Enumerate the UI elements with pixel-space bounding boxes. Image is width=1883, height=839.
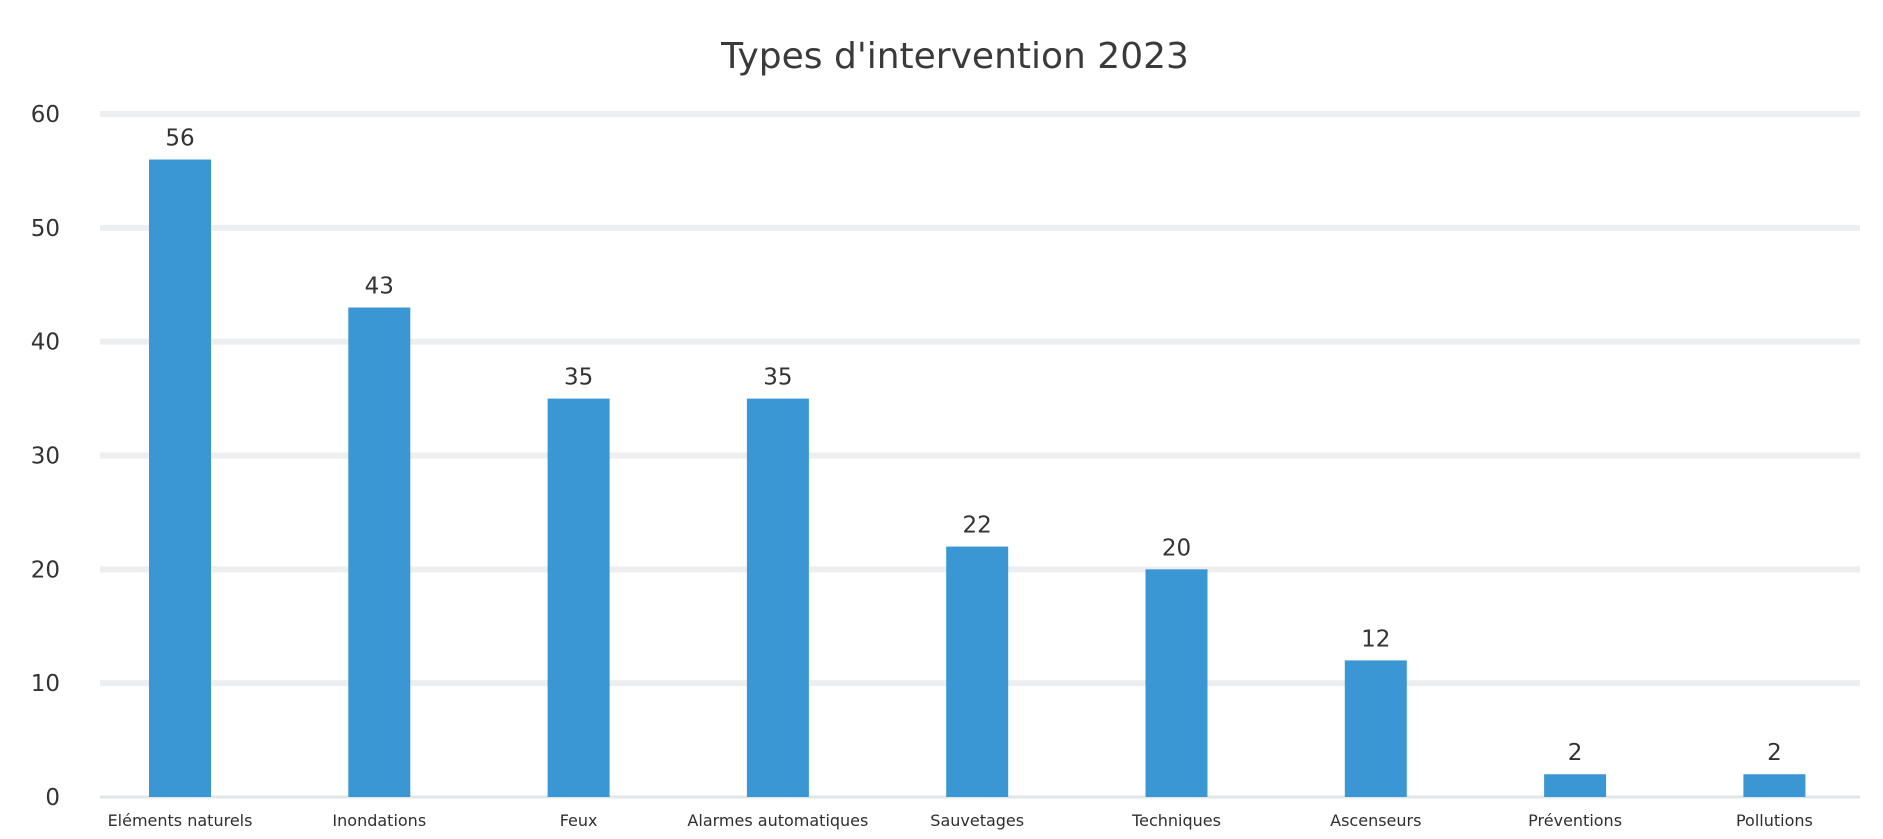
x-tick-label: Eléments naturels <box>108 811 253 830</box>
data-label: 43 <box>365 274 394 300</box>
bar <box>149 159 211 798</box>
x-tick-label: Techniques <box>1131 811 1221 830</box>
bars <box>149 159 1806 798</box>
x-tick-label: Alarmes automatiques <box>687 811 868 830</box>
bar <box>1544 774 1607 797</box>
bar <box>547 398 610 797</box>
x-tick-label: Pollutions <box>1736 811 1813 830</box>
y-tick-label: 50 <box>31 216 60 242</box>
y-tick-label: 0 <box>45 785 60 811</box>
x-axis-ticks: Eléments naturels Inondations Feux Alarmes … <box>108 811 1813 830</box>
bar <box>746 398 809 797</box>
data-label: 12 <box>1361 626 1390 652</box>
bar <box>1344 660 1407 797</box>
bar <box>946 546 1009 797</box>
x-tick-label: Sauvetages <box>930 811 1024 830</box>
data-label: 22 <box>963 513 992 539</box>
y-axis-ticks: 0 10 20 30 40 50 60 <box>31 102 60 811</box>
x-tick-label: Ascenseurs <box>1330 811 1421 830</box>
y-tick-label: 10 <box>31 671 60 697</box>
bar <box>348 307 411 797</box>
data-label: 56 <box>165 126 194 152</box>
y-tick-label: 40 <box>31 330 60 356</box>
bar <box>1743 774 1806 797</box>
x-tick-label: Préventions <box>1528 811 1622 830</box>
y-tick-label: 60 <box>31 102 60 128</box>
data-label: 20 <box>1162 535 1191 561</box>
x-tick-label: Inondations <box>332 811 426 830</box>
data-label: 35 <box>763 365 792 391</box>
data-label: 35 <box>564 365 593 391</box>
bar <box>1145 569 1208 797</box>
y-tick-label: 30 <box>31 444 60 470</box>
y-tick-label: 20 <box>31 557 60 583</box>
data-label: 2 <box>1767 740 1782 766</box>
x-tick-label: Feux <box>560 811 598 830</box>
chart-title: Types d'intervention 2023 <box>720 36 1189 77</box>
data-label: 2 <box>1568 740 1583 766</box>
